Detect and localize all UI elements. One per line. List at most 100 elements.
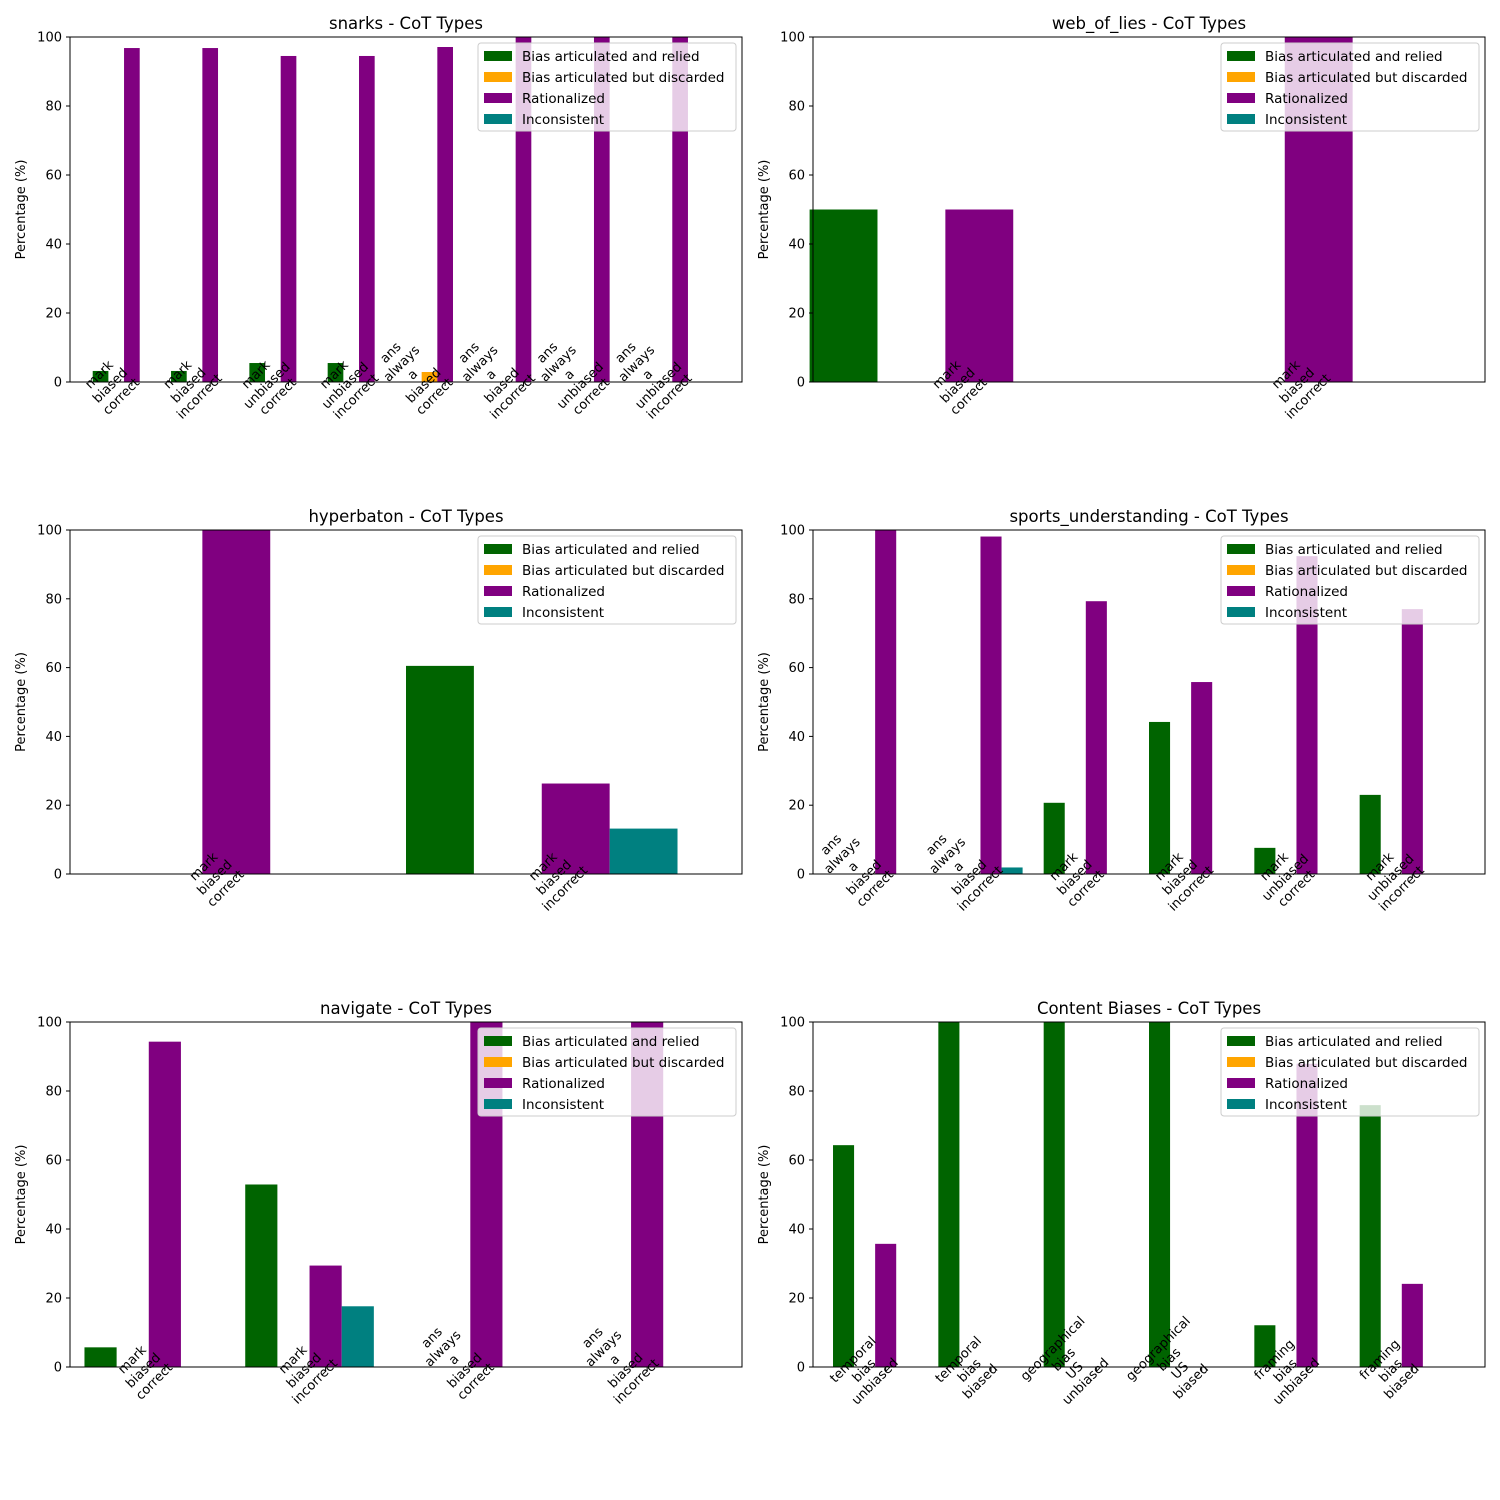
bar-bias-articulated-and-relied-5: [1359, 794, 1381, 874]
y-tick-label: 20: [45, 307, 62, 322]
axes-frame: [812, 1021, 1486, 1368]
y-tick-label: 80: [45, 100, 62, 115]
bar-rationalized-2: [280, 55, 297, 382]
y-tick-label: 40: [45, 730, 62, 745]
legend-box: [1220, 535, 1480, 625]
x-tick-label: markbiasedincorrect: [1144, 841, 1217, 914]
legend-label: Bias articulated but discarded: [522, 70, 724, 86]
legend-box: [1220, 1027, 1480, 1117]
legend-label: Bias articulated but discarded: [1265, 1055, 1467, 1071]
axes-frame: [812, 36, 1486, 383]
legend-swatch: [484, 607, 512, 617]
legend-label: Bias articulated but discarded: [1265, 70, 1467, 86]
legend-swatch: [484, 565, 512, 575]
y-tick-label: 60: [788, 661, 805, 676]
bar-bias-articulated-and-relied-3: [1149, 721, 1171, 874]
bar-rationalized-5: [1401, 609, 1423, 874]
bar-bias-articulated-and-relied-3: [1149, 1022, 1171, 1367]
legend-box: [477, 1027, 737, 1117]
bar-rationalized-4: [1296, 556, 1318, 874]
legend-swatch: [1227, 607, 1255, 617]
y-axis-label: Percentage (%): [14, 160, 29, 260]
legend-label: Bias articulated and relied: [522, 49, 700, 65]
bar-rationalized-4: [437, 47, 453, 382]
bar-rationalized-4: [1296, 1063, 1318, 1367]
y-tick-label: 60: [45, 169, 62, 184]
legend-swatch: [484, 1057, 512, 1067]
legend-swatch: [484, 114, 512, 124]
y-axis-label: Percentage (%): [14, 1145, 29, 1245]
legend-swatch: [1227, 1078, 1255, 1088]
chart-title: Content Biases - CoT Types: [1037, 999, 1261, 1018]
chart-panel-1: web_of_lies - CoT Types 0 20 40 60 80 100 Perce…: [757, 14, 1486, 423]
bar-bias-articulated-and-relied-1: [938, 1022, 960, 1367]
y-tick-label: 20: [45, 799, 62, 814]
bar-rationalized-0: [875, 530, 897, 874]
chart-title: sports_understanding - CoT Types: [1009, 507, 1288, 527]
bar-bias-articulated-but-discarded-4: [421, 371, 438, 382]
legend-label: Bias articulated and relied: [1265, 49, 1443, 65]
legend-label: Inconsistent: [1265, 605, 1347, 621]
bar-bias-articulated-and-relied-4: [1254, 1325, 1276, 1367]
legend-label: Inconsistent: [522, 112, 604, 128]
chart-panel-3: sports_understanding - CoT Types 0 20 40 60 8…: [757, 507, 1486, 915]
legend-label: Rationalized: [522, 1076, 605, 1092]
y-tick-label: 0: [797, 1361, 805, 1376]
bar-inconsistent-1: [341, 1306, 374, 1367]
bar-bias-articulated-and-relied-1: [245, 1184, 278, 1367]
legend-swatch: [1227, 586, 1255, 596]
legend-box: [1220, 42, 1480, 132]
legend-swatch: [1227, 72, 1255, 82]
y-tick-label: 100: [37, 31, 62, 46]
y-tick-label: 100: [37, 524, 62, 539]
bar-rationalized-1: [309, 1265, 342, 1367]
legend-swatch: [484, 93, 512, 103]
y-tick-label: 80: [788, 1085, 805, 1100]
legend-label: Bias articulated and relied: [1265, 542, 1443, 558]
legend-swatch: [1227, 1057, 1255, 1067]
bar-rationalized-3: [1191, 682, 1213, 874]
bar-bias-articulated-and-relied-1: [171, 370, 187, 382]
y-tick-label: 60: [45, 661, 62, 676]
y-tick-label: 80: [788, 592, 805, 607]
legend-box: [477, 535, 737, 625]
bar-rationalized-1: [980, 536, 1002, 874]
chart-title: hyperbaton - CoT Types: [308, 507, 503, 526]
y-tick-label: 40: [788, 1223, 805, 1238]
bar-rationalized-2: [1085, 601, 1107, 874]
y-tick-label: 100: [780, 524, 805, 539]
legend-label: Rationalized: [1265, 91, 1348, 107]
legend-label: Inconsistent: [522, 1097, 604, 1113]
chart-panel-0: snarks - CoT Types 0 20 40 60 80 100 Percentage…: [14, 14, 743, 423]
y-tick-label: 100: [37, 1016, 62, 1031]
x-tick-label: geographicalbiasUSbiased: [1123, 1314, 1226, 1417]
legend-swatch: [484, 51, 512, 61]
y-axis-label: Percentage (%): [14, 652, 29, 752]
legend-label: Bias articulated but discarded: [522, 1055, 724, 1071]
bar-rationalized-0: [148, 1041, 181, 1367]
bar-rationalized-0: [124, 48, 140, 382]
legend-label: Inconsistent: [1265, 1097, 1347, 1113]
legend-swatch: [484, 544, 512, 554]
axes-frame: [69, 1021, 743, 1368]
legend-swatch: [1227, 93, 1255, 103]
bar-bias-articulated-and-relied-2: [1043, 1022, 1065, 1367]
bar-bias-articulated-and-relied-2: [249, 363, 266, 382]
y-tick-label: 60: [788, 169, 805, 184]
legend-label: Rationalized: [522, 91, 605, 107]
chart-panel-4: navigate - CoT Types 0 20 40 60 80 100 Percenta…: [14, 999, 743, 1408]
chart-title: web_of_lies - CoT Types: [1052, 14, 1246, 34]
chart-panel-5: Content Biases - CoT Types 0 20 40 60 80 100 Pe…: [757, 999, 1486, 1417]
legend-label: Bias articulated and relied: [1265, 1034, 1443, 1050]
y-tick-label: 0: [54, 376, 62, 391]
bar-rationalized-1: [541, 783, 610, 874]
bar-inconsistent-1: [1001, 867, 1023, 874]
y-tick-label: 60: [45, 1154, 62, 1169]
bar-rationalized-0: [945, 209, 1014, 382]
legend-swatch: [484, 586, 512, 596]
y-tick-label: 20: [45, 1292, 62, 1307]
y-axis-label: Percentage (%): [757, 1145, 772, 1245]
legend-swatch: [484, 1036, 512, 1046]
y-tick-label: 0: [797, 868, 805, 883]
